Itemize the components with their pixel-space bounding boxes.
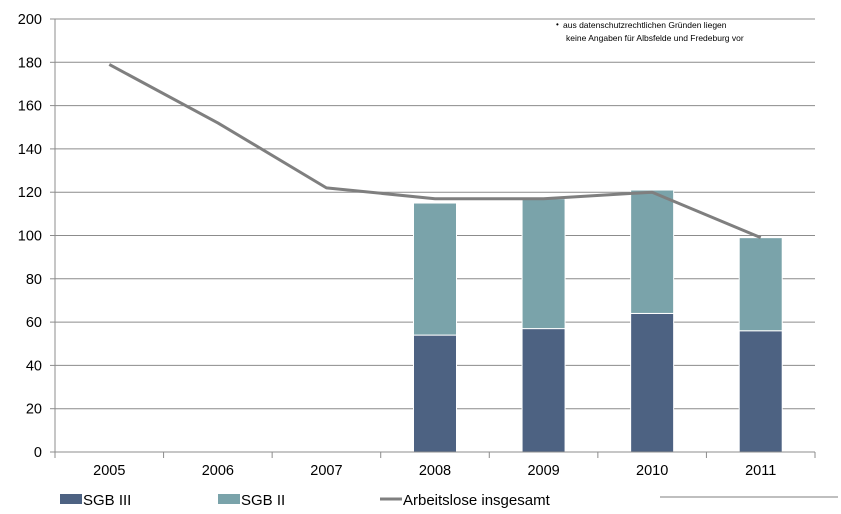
y-tick-label-140: 140 (18, 142, 42, 158)
annotation-bullet: • (556, 20, 559, 29)
legend-label-arbeitslose-insgesamt: Arbeitslose insgesamt (403, 492, 551, 509)
legend-label-sgb-iii: SGB III (83, 492, 131, 509)
y-tick-label-160: 160 (18, 99, 42, 115)
y-tick-label-60: 60 (26, 315, 42, 331)
legend-label-sgb-ii: SGB II (241, 492, 285, 509)
axes (50, 18, 816, 458)
bar-sgb-ii-2011 (738, 237, 783, 332)
bar-sgb-ii-2009 (521, 198, 566, 330)
x-tick-label-2005: 2005 (93, 463, 125, 479)
x-tick-label-2008: 2008 (419, 463, 451, 479)
y-tick-label-0: 0 (34, 445, 42, 461)
line-arbeitslose-insgesamt (108, 63, 762, 240)
x-tick-label-2006: 2006 (202, 463, 234, 479)
x-tick-label-2007: 2007 (310, 463, 342, 479)
x-tick-label-2010: 2010 (636, 463, 668, 479)
y-tick-label-40: 40 (26, 358, 42, 374)
bar-sgb-ii-2008 (413, 202, 457, 336)
y-tick-label-200: 200 (18, 12, 42, 28)
annotation-line-1: aus datenschutzrechtlichen Gründen liege… (563, 20, 727, 30)
bar-sgb-iii-2009 (521, 328, 566, 453)
bar-sgb-iii-2010 (630, 312, 675, 453)
y-tick-labels: 0 20 40 60 80 100 120 140 160 180 200 (18, 12, 42, 461)
bar-sgb-ii-2010 (630, 189, 675, 314)
bar-sgb-iii-2011 (738, 330, 783, 453)
x-tick-labels: 2005 2006 2007 2008 2009 2010 2011 (93, 463, 776, 479)
y-tick-label-20: 20 (26, 402, 42, 418)
x-tick-label-2011: 2011 (745, 463, 776, 479)
bars (413, 189, 783, 453)
bar-sgb-iii-2008 (413, 334, 457, 453)
y-tick-label-180: 180 (18, 55, 42, 71)
y-tick-label-100: 100 (18, 229, 42, 245)
line-series (108, 63, 762, 240)
annotation: • aus datenschutzrechtlichen Gründen lie… (556, 20, 744, 43)
legend-swatch-sgb-iii (60, 494, 82, 504)
y-tick-label-120: 120 (18, 185, 42, 201)
annotation-line-2: keine Angaben für Albsfelde und Fredebur… (566, 33, 744, 43)
legend-swatch-sgb-ii (218, 494, 240, 504)
legend: SGB III SGB II Arbeitslose insgesamt (60, 492, 551, 509)
y-tick-label-80: 80 (26, 272, 42, 288)
x-tick-label-2009: 2009 (527, 463, 559, 479)
